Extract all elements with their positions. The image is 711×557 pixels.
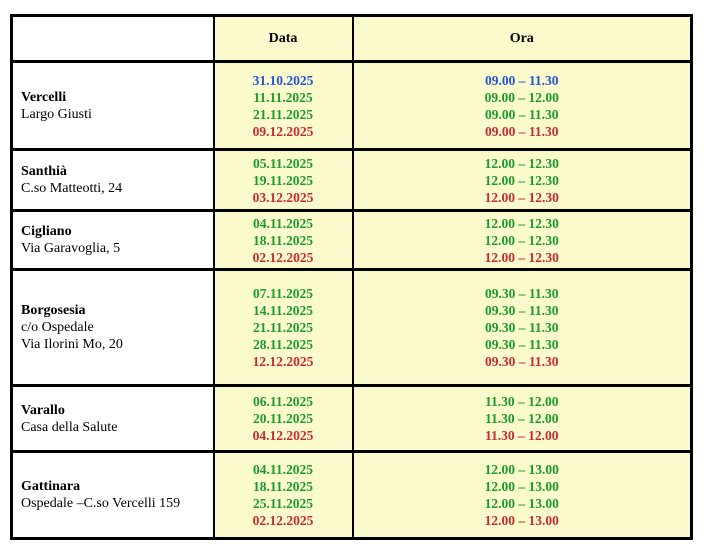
date-value: 06.11.2025 [252, 394, 313, 409]
date-cell: 04.11.2025 18.11.2025 25.11.2025 02.12.2025 [212, 450, 354, 540]
time-value: 12.00 – 12.30 [484, 155, 559, 171]
date-value: 20.11.2025 [252, 411, 313, 426]
table-row: Vercelli Largo Giusti 31.10.2025 11.11.20… [10, 60, 693, 151]
date-value: 21.11.2025 [252, 320, 313, 335]
table-row: Borgosesia c/o Ospedale Via Ilorini Mo, 2… [10, 268, 693, 387]
time-value: 12.00 – 12.30 [484, 189, 559, 205]
location-cell: Varallo Casa della Salute [10, 384, 215, 453]
date-value: 03.12.2025 [252, 189, 314, 205]
time-value: 09.00 – 12.00 [484, 89, 559, 105]
time-value: 12.00 – 13.00 [484, 479, 559, 494]
time-value: 12.00 – 12.30 [484, 215, 559, 231]
date-value: 04.12.2025 [252, 428, 314, 443]
location-cell: Gattinara Ospedale –C.so Vercelli 159 [10, 450, 215, 540]
header-row: Data Ora [10, 14, 693, 63]
date-value: 25.11.2025 [252, 496, 313, 511]
time-value: 09.00 – 11.30 [484, 72, 559, 88]
time-value: 09.30 – 11.30 [484, 286, 559, 301]
time-value: 09.00 – 11.30 [484, 123, 559, 139]
date-cell: 06.11.2025 20.11.2025 04.12.2025 [212, 384, 354, 453]
table-row: Gattinara Ospedale –C.so Vercelli 159 04… [10, 450, 693, 540]
location-name: Santhià [21, 164, 67, 179]
time-value: 12.00 – 12.30 [484, 232, 559, 248]
date-value: 02.12.2025 [252, 249, 314, 265]
location-cell: Santhià C.so Matteotti, 24 [10, 148, 215, 212]
location-address: Via Garavoglia, 5 [21, 241, 121, 256]
date-cell: 04.11.2025 18.11.2025 02.12.2025 [212, 209, 354, 271]
time-cell: 12.00 – 12.30 12.00 – 12.30 12.00 – 12.30 [351, 148, 693, 212]
time-value: 09.30 – 11.30 [484, 337, 559, 352]
location-name: Vercelli [21, 89, 67, 105]
location-address: c/o Ospedale [21, 320, 94, 335]
date-value: 04.11.2025 [252, 462, 313, 477]
time-cell: 09.30 – 11.30 09.30 – 11.30 09.30 – 11.30 0… [351, 268, 693, 387]
location-address: Largo Giusti [21, 106, 92, 122]
date-value: 18.11.2025 [252, 232, 313, 248]
location-name: Cigliano [21, 224, 72, 239]
time-value: 11.30 – 12.00 [484, 394, 559, 409]
table-row: Varallo Casa della Salute 06.11.2025 20.1… [10, 384, 693, 453]
time-value: 12.00 – 13.00 [484, 462, 559, 477]
time-cell: 12.00 – 13.00 12.00 – 13.00 12.00 – 13.00 1… [351, 450, 693, 540]
location-name: Varallo [21, 402, 65, 418]
date-value: 14.11.2025 [252, 303, 313, 318]
date-cell: 05.11.2025 19.11.2025 03.12.2025 [212, 148, 354, 212]
date-value: 18.11.2025 [252, 479, 313, 494]
schedule-body: Vercelli Largo Giusti 31.10.2025 11.11.20… [10, 60, 693, 540]
time-value: 09.30 – 11.30 [484, 303, 559, 318]
date-value: 28.11.2025 [252, 337, 313, 352]
table-row: Santhià C.so Matteotti, 24 05.11.2025 19.… [10, 148, 693, 212]
time-value: 12.00 – 13.00 [484, 496, 559, 511]
time-value: 12.00 – 13.00 [484, 513, 559, 528]
date-value: 31.10.2025 [252, 72, 314, 88]
time-value: 11.30 – 12.00 [484, 428, 559, 443]
time-cell: 12.00 – 12.30 12.00 – 12.30 12.00 – 12.30 [351, 209, 693, 271]
table-row: Cigliano Via Garavoglia, 5 04.11.2025 18.… [10, 209, 693, 271]
time-value: 11.30 – 12.00 [484, 411, 559, 426]
date-cell: 07.11.2025 14.11.2025 21.11.2025 28.11.2025… [212, 268, 354, 387]
time-value: 12.00 – 12.30 [484, 249, 559, 265]
ora-column-header: Ora [351, 14, 693, 63]
location-name: Borgosesia [21, 303, 86, 318]
location-cell: Vercelli Largo Giusti [10, 60, 215, 151]
time-value: 09.30 – 11.30 [484, 354, 559, 369]
location-address: Ospedale –C.so Vercelli 159 [21, 496, 181, 511]
location-address: C.so Matteotti, 24 [21, 181, 123, 196]
date-value: 09.12.2025 [252, 123, 314, 139]
date-value: 05.11.2025 [252, 155, 313, 171]
time-value: 09.30 – 11.30 [484, 320, 559, 335]
location-address: Casa della Salute [21, 419, 118, 435]
date-value: 02.12.2025 [252, 513, 314, 528]
location-name: Gattinara [21, 479, 81, 494]
date-cell: 31.10.2025 11.11.2025 21.11.2025 09.12.2025 [212, 60, 354, 151]
date-value: 19.11.2025 [252, 172, 313, 188]
time-cell: 11.30 – 12.00 11.30 – 12.00 11.30 – 12.00 [351, 384, 693, 453]
location-cell: Cigliano Via Garavoglia, 5 [10, 209, 215, 271]
time-cell: 09.00 – 11.30 09.00 – 12.00 09.00 – 11.30 0… [351, 60, 693, 151]
location-cell: Borgosesia c/o Ospedale Via Ilorini Mo, 2… [10, 268, 215, 387]
date-value: 12.12.2025 [252, 354, 314, 369]
location-address: Via Ilorini Mo, 20 [21, 337, 123, 352]
schedule-table: Data Ora Vercelli Largo Giusti 31.10.202… [10, 14, 693, 540]
date-value: 04.11.2025 [252, 215, 313, 231]
data-column-header: Data [212, 14, 354, 63]
date-value: 07.11.2025 [252, 286, 313, 301]
time-value: 12.00 – 12.30 [484, 172, 559, 188]
date-value: 11.11.2025 [253, 89, 313, 105]
date-value: 21.11.2025 [252, 106, 313, 122]
location-header-cell [10, 14, 215, 63]
time-value: 09.00 – 11.30 [484, 106, 559, 122]
